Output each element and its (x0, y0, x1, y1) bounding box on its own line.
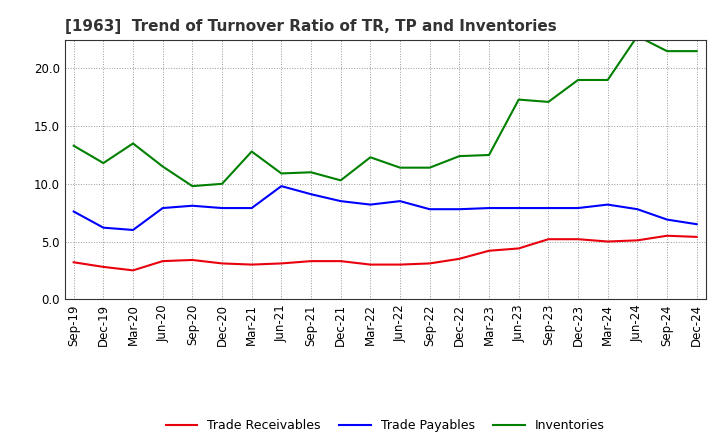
Inventories (99, 161, 108, 166)
Text: [1963]  Trend of Turnover Ratio of TR, TP and Inventories: [1963] Trend of Turnover Ratio of TR, TP… (65, 19, 557, 34)
Trade Receivables (99, 264, 108, 270)
Inventories (485, 152, 493, 158)
Trade Receivables (662, 233, 671, 238)
Trade Receivables (426, 261, 434, 266)
Trade Payables (693, 222, 701, 227)
Inventories (574, 77, 582, 83)
Trade Payables (455, 206, 464, 212)
Trade Payables (544, 205, 553, 211)
Inventories (544, 99, 553, 105)
Inventories (69, 143, 78, 148)
Trade Payables (248, 205, 256, 211)
Inventories (455, 154, 464, 159)
Trade Receivables (277, 261, 286, 266)
Trade Receivables (158, 258, 167, 264)
Trade Payables (485, 205, 493, 211)
Trade Payables (633, 206, 642, 212)
Trade Payables (217, 205, 226, 211)
Trade Payables (603, 202, 612, 207)
Trade Receivables (455, 256, 464, 261)
Trade Payables (188, 203, 197, 209)
Line: Trade Receivables: Trade Receivables (73, 236, 697, 270)
Inventories (426, 165, 434, 170)
Trade Payables (99, 225, 108, 230)
Trade Receivables (603, 239, 612, 244)
Trade Receivables (514, 246, 523, 251)
Trade Receivables (366, 262, 374, 267)
Trade Payables (277, 183, 286, 189)
Inventories (188, 183, 197, 189)
Inventories (662, 48, 671, 54)
Trade Receivables (693, 234, 701, 239)
Trade Payables (574, 205, 582, 211)
Trade Payables (336, 198, 345, 204)
Trade Receivables (544, 237, 553, 242)
Inventories (366, 154, 374, 160)
Inventories (633, 33, 642, 39)
Trade Receivables (336, 258, 345, 264)
Trade Receivables (396, 262, 405, 267)
Trade Payables (426, 206, 434, 212)
Line: Trade Payables: Trade Payables (73, 186, 697, 230)
Trade Payables (158, 205, 167, 211)
Inventories (336, 178, 345, 183)
Trade Receivables (307, 258, 315, 264)
Inventories (129, 141, 138, 146)
Trade Payables (662, 217, 671, 222)
Trade Receivables (69, 260, 78, 265)
Trade Receivables (188, 257, 197, 263)
Inventories (693, 48, 701, 54)
Trade Payables (396, 198, 405, 204)
Inventories (514, 97, 523, 102)
Line: Inventories: Inventories (73, 36, 697, 186)
Trade Payables (514, 205, 523, 211)
Trade Receivables (485, 248, 493, 253)
Legend: Trade Receivables, Trade Payables, Inventories: Trade Receivables, Trade Payables, Inven… (161, 414, 610, 437)
Inventories (307, 170, 315, 175)
Inventories (396, 165, 405, 170)
Trade Payables (366, 202, 374, 207)
Inventories (217, 181, 226, 187)
Trade Payables (129, 227, 138, 233)
Trade Payables (307, 191, 315, 197)
Trade Receivables (633, 238, 642, 243)
Trade Receivables (129, 268, 138, 273)
Trade Receivables (574, 237, 582, 242)
Trade Payables (69, 209, 78, 214)
Trade Receivables (217, 261, 226, 266)
Trade Receivables (248, 262, 256, 267)
Inventories (603, 77, 612, 83)
Inventories (277, 171, 286, 176)
Inventories (248, 149, 256, 154)
Inventories (158, 164, 167, 169)
